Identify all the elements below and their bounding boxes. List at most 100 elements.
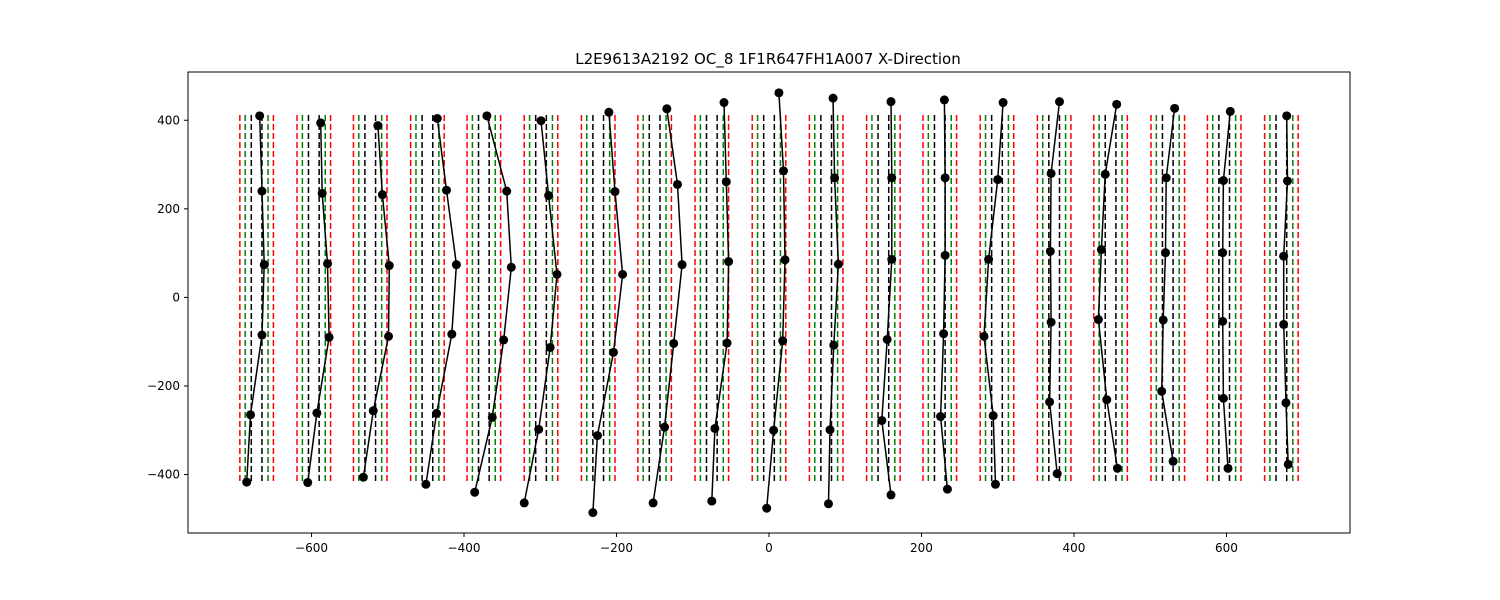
data-point bbox=[608, 347, 618, 357]
data-point bbox=[998, 98, 1008, 108]
data-point bbox=[604, 107, 614, 117]
series-line-13 bbox=[939, 99, 949, 490]
data-point bbox=[769, 425, 779, 435]
data-point bbox=[833, 259, 843, 269]
data-point bbox=[877, 416, 887, 426]
data-point bbox=[1046, 168, 1056, 178]
data-point bbox=[648, 498, 658, 508]
data-point bbox=[323, 259, 333, 269]
data-point bbox=[1052, 469, 1062, 479]
data-point bbox=[1223, 463, 1233, 473]
data-point bbox=[592, 431, 602, 441]
series-line-17 bbox=[1160, 108, 1176, 462]
data-point bbox=[940, 250, 950, 260]
data-point bbox=[384, 261, 394, 271]
data-point bbox=[662, 104, 672, 114]
series-line-9 bbox=[711, 102, 730, 502]
data-point bbox=[677, 260, 687, 270]
data-point bbox=[1282, 111, 1292, 121]
data-point bbox=[778, 336, 788, 346]
data-point bbox=[545, 342, 555, 352]
data-point bbox=[544, 191, 554, 201]
data-point bbox=[487, 412, 497, 422]
x-tick-label: 600 bbox=[1215, 541, 1238, 555]
data-point bbox=[536, 116, 546, 126]
data-point bbox=[432, 408, 442, 418]
y-tick-label: −400 bbox=[147, 468, 180, 482]
data-point bbox=[1102, 395, 1112, 405]
data-point bbox=[482, 111, 492, 121]
data-point bbox=[368, 406, 378, 416]
data-point bbox=[828, 93, 838, 103]
series-line-4 bbox=[425, 118, 458, 485]
y-tick-label: −200 bbox=[147, 379, 180, 393]
reference-lines bbox=[239, 114, 1299, 484]
data-point bbox=[979, 331, 989, 341]
data-point bbox=[886, 97, 896, 107]
data-point bbox=[618, 269, 628, 279]
series-line-11 bbox=[827, 98, 840, 504]
data-point bbox=[1045, 246, 1055, 256]
data-point bbox=[707, 496, 717, 506]
data-point bbox=[1282, 176, 1292, 186]
data-point bbox=[1218, 316, 1228, 326]
data-point bbox=[939, 95, 949, 105]
x-tick-label: 400 bbox=[1063, 541, 1086, 555]
data-point bbox=[990, 479, 1000, 489]
data-point bbox=[1279, 251, 1289, 261]
data-point bbox=[1096, 245, 1106, 255]
data-point bbox=[432, 113, 442, 123]
y-tick-label: 400 bbox=[157, 113, 180, 127]
series-line-15 bbox=[1048, 101, 1061, 474]
data-point bbox=[825, 425, 835, 435]
data-point bbox=[829, 340, 839, 350]
series-line-5 bbox=[473, 115, 513, 493]
data-point bbox=[1158, 315, 1168, 325]
series-line-16 bbox=[1097, 104, 1119, 469]
data-point bbox=[384, 331, 394, 341]
data-point bbox=[519, 498, 529, 508]
data-point bbox=[1225, 106, 1235, 116]
data-point bbox=[1168, 456, 1178, 466]
data-point bbox=[936, 412, 946, 422]
data-point bbox=[882, 334, 892, 344]
x-tick-label: 0 bbox=[765, 541, 773, 555]
data-point bbox=[1160, 248, 1170, 258]
data-point bbox=[257, 330, 267, 340]
x-tick-label: 200 bbox=[910, 541, 933, 555]
x-tick-label: −200 bbox=[600, 541, 633, 555]
data-point bbox=[669, 338, 679, 348]
data-point bbox=[1218, 175, 1228, 185]
data-point bbox=[316, 118, 326, 128]
data-point bbox=[1283, 459, 1293, 469]
series-line-19 bbox=[1282, 115, 1289, 465]
data-point bbox=[830, 173, 840, 183]
data-point bbox=[984, 254, 994, 264]
data-point bbox=[373, 121, 383, 131]
series-line-3 bbox=[362, 125, 391, 478]
data-point bbox=[1093, 315, 1103, 325]
data-point bbox=[255, 111, 265, 121]
data-point bbox=[887, 254, 897, 264]
data-point bbox=[441, 185, 451, 195]
chart-title: L2E9613A2192 OC_8 1F1R647FH1A007 X-Direc… bbox=[575, 50, 960, 69]
data-point bbox=[940, 173, 950, 183]
data-point bbox=[303, 478, 313, 488]
y-axis: −400 −200 0 200 400 bbox=[147, 113, 188, 482]
series-line-12 bbox=[881, 101, 893, 495]
data-point bbox=[1055, 97, 1064, 107]
data-point bbox=[719, 98, 729, 108]
data-point bbox=[673, 179, 683, 189]
data-point bbox=[506, 262, 516, 272]
series-points bbox=[242, 88, 1293, 518]
x-axis: −600 −400 −200 0 200 400 600 bbox=[295, 533, 1238, 555]
data-point bbox=[1046, 317, 1056, 327]
x-tick-label: −400 bbox=[448, 541, 481, 555]
data-point bbox=[1157, 386, 1167, 396]
series-line-6 bbox=[523, 120, 558, 504]
series-line-14 bbox=[983, 102, 1004, 485]
data-point bbox=[939, 329, 949, 339]
series-line-7 bbox=[592, 112, 624, 513]
data-point bbox=[534, 424, 544, 434]
